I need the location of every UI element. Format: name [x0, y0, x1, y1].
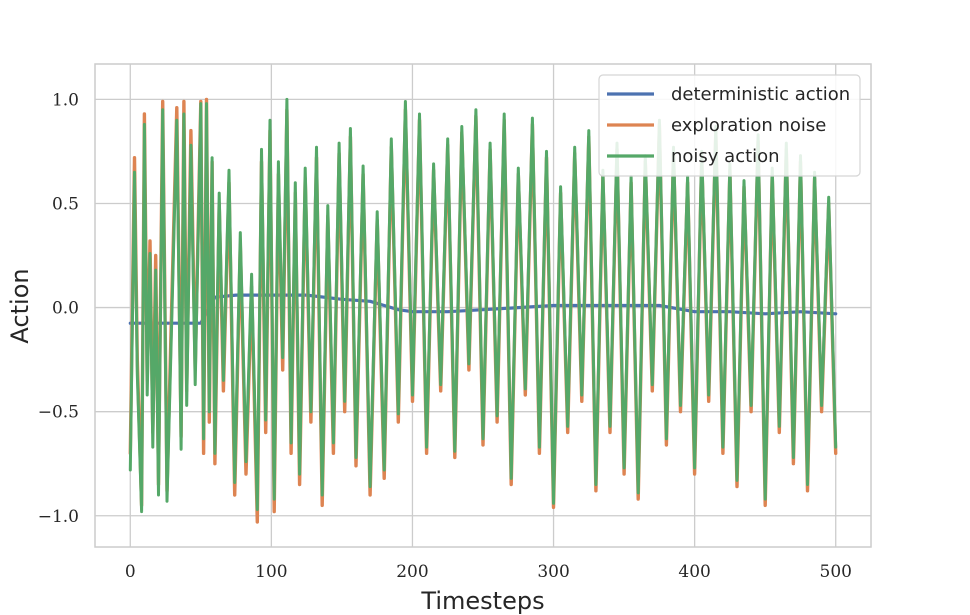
- series-line-noisy-action: [128, 97, 838, 514]
- tick-labels: 0 100 200 300 400 500 −1.0 −0.5 0.0 0.5 1.0: [38, 90, 852, 582]
- legend-box: [598, 74, 861, 177]
- x-tick-label: 200: [396, 562, 428, 582]
- legend: deterministic action exploration noise noi…: [598, 74, 861, 177]
- x-tick-label: 500: [820, 562, 852, 582]
- x-axis-label: Timesteps: [420, 587, 544, 615]
- plot-area: [128, 97, 838, 524]
- x-tick-label: 100: [255, 562, 287, 582]
- y-tick-label: −1.0: [38, 507, 79, 527]
- plot-frame: [94, 63, 872, 548]
- x-tick-label: 400: [678, 562, 710, 582]
- x-tick-label: 0: [125, 562, 136, 582]
- legend-label: exploration noise: [671, 115, 826, 136]
- x-tick-label: 300: [537, 562, 569, 582]
- legend-label: noisy action: [671, 146, 780, 167]
- y-axis-label: Action: [6, 268, 34, 343]
- y-tick-label: 0.0: [52, 299, 79, 319]
- y-tick-label: 0.5: [52, 194, 79, 214]
- series-line-exploration-noise: [128, 97, 838, 524]
- y-tick-label: −0.5: [38, 403, 79, 423]
- legend-label: deterministic action: [671, 84, 850, 105]
- y-tick-label: 1.0: [52, 90, 79, 110]
- series-layer: [128, 97, 838, 524]
